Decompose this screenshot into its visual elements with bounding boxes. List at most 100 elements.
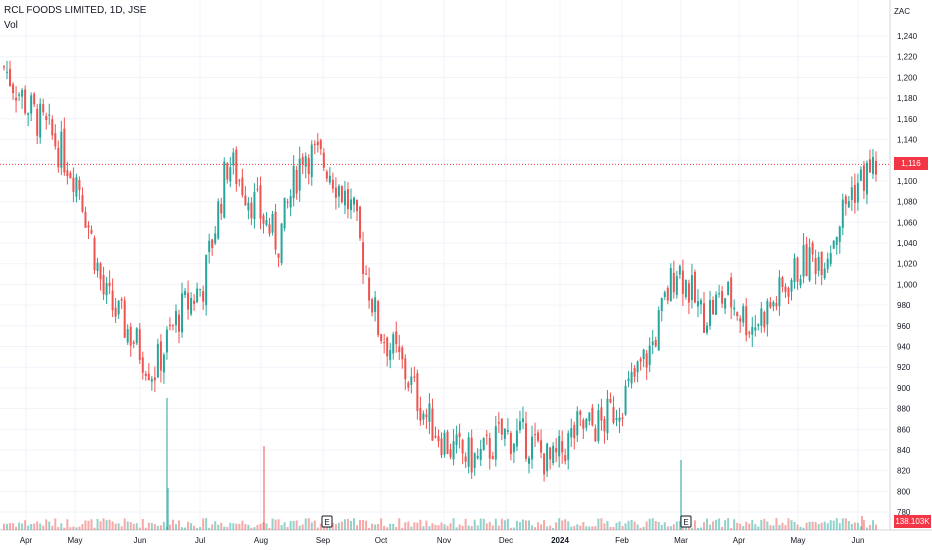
candle-body — [820, 251, 823, 276]
volume-bar — [446, 525, 449, 530]
candle-body — [808, 247, 811, 281]
volume-bar — [39, 523, 42, 530]
candle-body — [570, 428, 573, 438]
candle-body — [615, 418, 618, 421]
candle-body — [627, 378, 630, 382]
volume-bar — [766, 521, 769, 530]
candle-body — [178, 314, 180, 332]
candle-body — [669, 268, 672, 302]
candle-body — [69, 172, 72, 179]
volume-bar — [235, 523, 238, 530]
x-tick-label: May — [67, 536, 82, 545]
volume-bar — [684, 526, 687, 530]
volume-bar — [292, 520, 295, 530]
volume-bar — [570, 526, 573, 530]
candle-body — [841, 199, 844, 228]
candle-body — [295, 169, 298, 194]
volume-bar — [736, 522, 739, 530]
candle-body — [814, 258, 817, 274]
volume-bar — [585, 526, 588, 530]
volume-bar — [573, 526, 576, 530]
candle-body — [102, 275, 105, 295]
volume-bar — [84, 520, 87, 530]
candle-body — [600, 407, 603, 421]
x-tick-label: May — [790, 536, 805, 545]
volume-bar — [135, 523, 138, 530]
volume-bar — [515, 520, 518, 530]
volume-bar — [6, 523, 9, 530]
volume-bar — [253, 527, 256, 530]
candle-body — [271, 214, 274, 233]
candle-body — [567, 433, 570, 460]
candle-body — [416, 373, 419, 411]
volume-bar — [307, 518, 310, 530]
candle-body — [856, 183, 859, 203]
candle-body — [531, 436, 534, 460]
volume-bar — [298, 525, 301, 530]
y-tick-label: 840 — [897, 446, 911, 455]
candle-body — [546, 443, 549, 472]
volume-bar — [380, 518, 383, 530]
candle-body — [687, 283, 690, 303]
volume-bar — [654, 521, 657, 530]
volume-bar — [832, 520, 835, 530]
candle-body — [84, 211, 87, 228]
volume-bar — [214, 521, 217, 530]
candle-body — [407, 382, 410, 388]
candle-body — [528, 457, 530, 464]
volume-bar — [721, 526, 724, 530]
candle-body — [346, 189, 349, 209]
candle-body — [368, 277, 371, 301]
volume-bar — [404, 522, 407, 530]
volume-bar — [561, 520, 564, 530]
x-tick-label: Nov — [437, 536, 451, 545]
volume-bar — [250, 527, 253, 530]
volume-bar — [223, 526, 226, 530]
candle-body — [66, 170, 69, 177]
volume-bar — [247, 524, 250, 530]
candle-body — [193, 300, 196, 304]
volume-bar — [862, 520, 865, 530]
candle-body — [515, 430, 518, 447]
candle-body — [781, 277, 784, 287]
candle-body — [540, 440, 543, 453]
volume-bar — [521, 519, 524, 530]
volume-spike — [263, 446, 265, 530]
volume-bar — [156, 525, 159, 530]
candle-body — [365, 273, 368, 275]
volume-bar — [790, 520, 793, 530]
x-tick-label: Oct — [375, 536, 388, 545]
candle-body — [156, 343, 159, 378]
y-tick-label: 820 — [897, 467, 911, 476]
candle-body — [54, 133, 57, 147]
volume-bar — [362, 519, 365, 530]
volume-bar — [108, 519, 111, 530]
candle-body — [395, 331, 398, 345]
volume-bar — [591, 526, 594, 530]
candle-body — [27, 113, 30, 115]
volume-spike — [861, 516, 863, 530]
volume-bar — [18, 522, 21, 530]
candle-body — [389, 349, 392, 361]
volume-bar — [618, 521, 621, 530]
y-tick-label: 980 — [897, 301, 911, 310]
volume-bar — [150, 523, 153, 530]
candle-body — [431, 408, 434, 441]
x-tick-label: Sep — [316, 536, 331, 545]
candle-body — [464, 456, 467, 462]
x-tick-label: Jun — [134, 536, 147, 545]
candle-body — [325, 171, 328, 179]
candle-body — [712, 300, 715, 315]
candle-body — [730, 277, 733, 308]
candle-body — [709, 299, 712, 327]
candle-body — [509, 432, 512, 455]
volume-bar — [461, 525, 464, 530]
candle-body — [871, 157, 874, 175]
volume-bar — [90, 519, 93, 530]
candle-body — [165, 329, 168, 353]
candle-body — [78, 180, 81, 191]
volume-bar — [491, 525, 494, 530]
candle-body — [727, 281, 730, 296]
candle-body — [138, 329, 141, 360]
